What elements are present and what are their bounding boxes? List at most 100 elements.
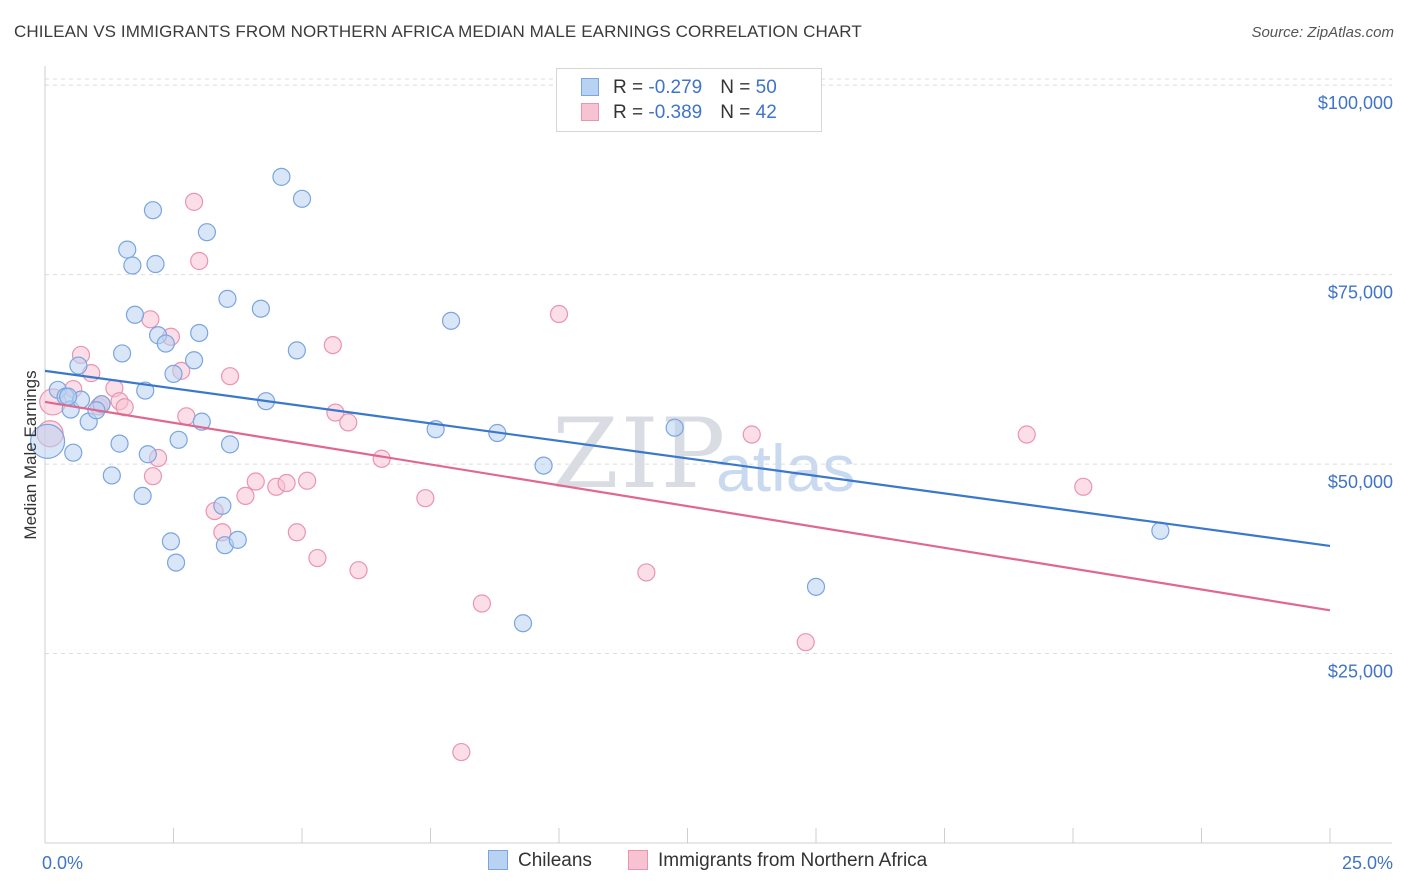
point-immigrant bbox=[637, 563, 656, 582]
legend-row-chileans: R = -0.279 N = 50 bbox=[581, 77, 777, 101]
point-chilean bbox=[806, 577, 826, 596]
point-immigrant bbox=[1074, 477, 1093, 496]
y-tick-label: $100,000 bbox=[1318, 93, 1393, 113]
point-chilean bbox=[169, 430, 188, 449]
point-chilean bbox=[197, 223, 217, 242]
watermark-zip: ZIP bbox=[552, 398, 728, 510]
x-tick-label: 0.0% bbox=[42, 853, 83, 873]
n-value: 50 bbox=[755, 77, 777, 98]
point-chilean bbox=[272, 167, 291, 186]
point-chilean bbox=[136, 381, 155, 400]
r-value: -0.389 bbox=[648, 102, 703, 123]
x-tick-label: 25.0% bbox=[1342, 853, 1393, 873]
point-chilean bbox=[665, 418, 684, 437]
point-immigrant bbox=[549, 304, 569, 324]
point-immigrant bbox=[323, 335, 342, 355]
point-chilean bbox=[166, 553, 186, 572]
point-chilean bbox=[146, 254, 165, 274]
point-chilean bbox=[1151, 521, 1170, 540]
point-chilean bbox=[112, 344, 132, 363]
y-axis-label: Median Male Earnings bbox=[21, 370, 40, 539]
point-chilean bbox=[118, 240, 137, 259]
point-chilean bbox=[110, 434, 129, 453]
point-immigrant bbox=[349, 561, 368, 580]
point-chilean bbox=[534, 456, 553, 475]
point-chilean bbox=[228, 530, 247, 549]
point-chilean bbox=[143, 201, 163, 220]
point-immigrant bbox=[1017, 425, 1036, 444]
point-chilean bbox=[251, 299, 270, 318]
point-chilean bbox=[102, 466, 121, 485]
legend-swatch-blue bbox=[488, 850, 508, 870]
point-immigrant bbox=[220, 367, 240, 386]
point-chilean bbox=[161, 532, 181, 551]
series-immigrants-northern-africa bbox=[36, 192, 1093, 762]
point-immigrant bbox=[190, 251, 209, 271]
legend-row-immigrants: R = -0.389 N = 42 bbox=[581, 102, 777, 126]
point-chilean bbox=[184, 351, 204, 370]
tick-labels: $25,000 $50,000 $75,000 $100,000 0.0% 25.0% bbox=[42, 93, 1393, 873]
point-chilean bbox=[164, 364, 183, 383]
legend-swatch-blue bbox=[581, 78, 599, 96]
n-label: N = bbox=[720, 102, 756, 123]
n-label: N = bbox=[720, 77, 756, 98]
correlation-legend: R = -0.279 N = 50 R = -0.389 N = 42 bbox=[556, 68, 822, 132]
point-chilean bbox=[29, 423, 66, 459]
point-immigrant bbox=[177, 407, 196, 426]
point-chilean bbox=[190, 323, 209, 343]
r-value: -0.279 bbox=[648, 77, 703, 98]
point-chilean bbox=[138, 445, 157, 464]
trendline-chileans bbox=[44, 369, 1331, 548]
point-chilean bbox=[125, 305, 145, 324]
legend-swatch-pink bbox=[628, 850, 648, 870]
point-immigrant bbox=[372, 449, 391, 468]
y-tick-label: $50,000 bbox=[1328, 472, 1393, 492]
point-chilean bbox=[64, 443, 83, 462]
point-immigrant bbox=[452, 742, 471, 762]
y-tick-label: $25,000 bbox=[1328, 662, 1393, 682]
point-chilean bbox=[287, 341, 306, 360]
source-credit: Source: ZipAtlas.com bbox=[1251, 24, 1394, 41]
point-chilean bbox=[59, 387, 78, 406]
point-chilean bbox=[213, 496, 232, 515]
trendlines bbox=[44, 369, 1331, 612]
legend-item-chileans: Chileans bbox=[488, 850, 592, 872]
point-chilean bbox=[220, 435, 240, 454]
point-chilean bbox=[69, 356, 88, 375]
series-chileans bbox=[29, 167, 1170, 633]
series-legend: Chileans Immigrants from Northern Africa bbox=[0, 850, 1406, 878]
point-chilean bbox=[156, 334, 175, 353]
axes bbox=[44, 66, 1392, 844]
point-immigrant bbox=[143, 467, 163, 486]
n-value: 42 bbox=[755, 102, 777, 123]
watermark-atlas: atlas bbox=[716, 431, 856, 505]
legend-label: Chileans bbox=[518, 850, 592, 871]
point-immigrant bbox=[742, 425, 761, 444]
point-chilean bbox=[292, 189, 312, 208]
point-immigrant bbox=[308, 548, 327, 568]
point-immigrant bbox=[184, 192, 204, 211]
point-immigrant bbox=[236, 486, 255, 506]
legend-label: Immigrants from Northern Africa bbox=[658, 850, 928, 871]
point-immigrant bbox=[796, 633, 815, 652]
y-tick-label: $75,000 bbox=[1328, 283, 1393, 303]
r-label: R = bbox=[613, 77, 649, 98]
gridlines bbox=[45, 78, 1392, 655]
trendline-immigrants bbox=[44, 400, 1331, 612]
point-chilean bbox=[218, 289, 237, 308]
point-chilean bbox=[513, 614, 533, 633]
point-immigrant bbox=[287, 523, 306, 542]
point-immigrant bbox=[141, 310, 160, 329]
point-immigrant bbox=[277, 473, 296, 493]
point-chilean bbox=[123, 256, 142, 275]
point-immigrant bbox=[472, 594, 491, 613]
point-chilean bbox=[133, 486, 152, 506]
chart-title: CHILEAN VS IMMIGRANTS FROM NORTHERN AFRI… bbox=[14, 22, 862, 41]
point-immigrant bbox=[416, 489, 435, 508]
point-immigrant bbox=[246, 472, 265, 491]
point-chilean bbox=[441, 311, 461, 330]
point-immigrant bbox=[298, 471, 317, 490]
point-immigrant bbox=[339, 413, 358, 432]
r-label: R = bbox=[613, 102, 649, 123]
